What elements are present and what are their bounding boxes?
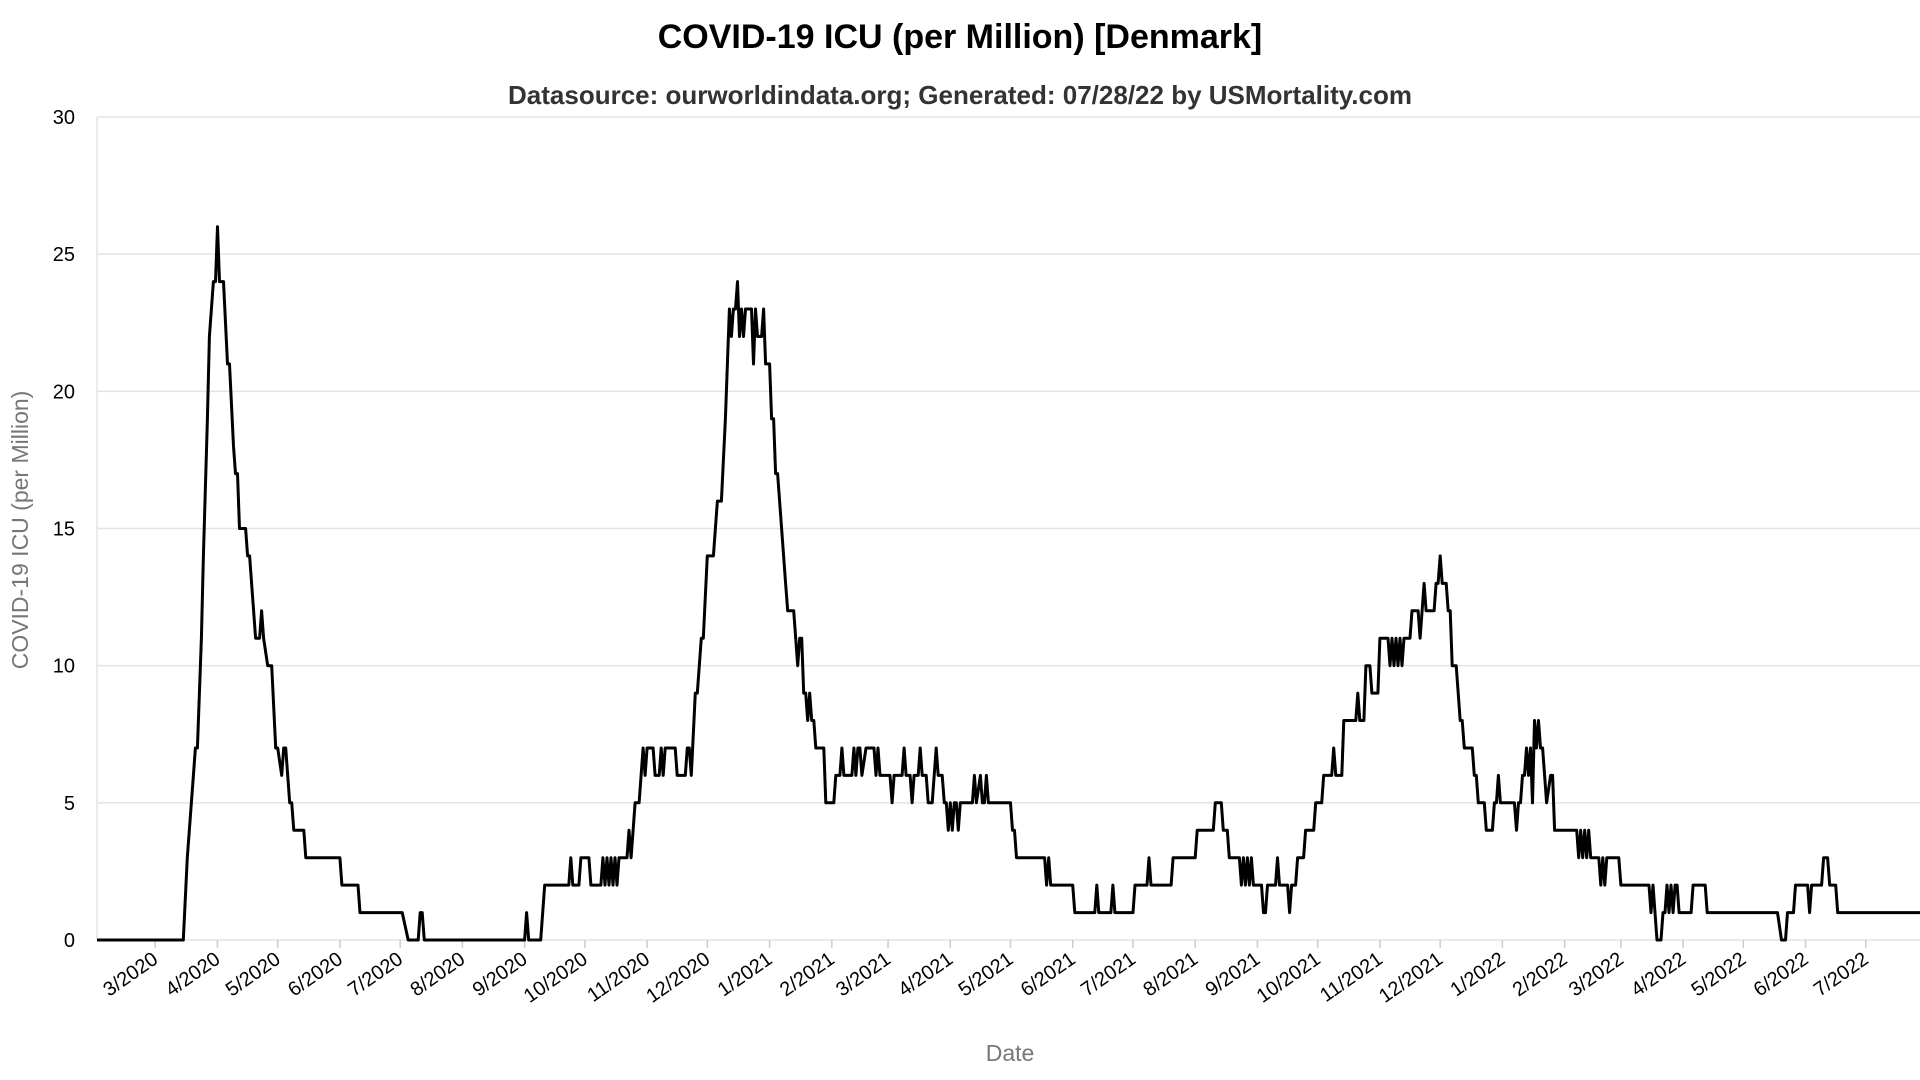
x-tick-label: 12/2021 (1375, 948, 1447, 1007)
x-tick-label: 11/2020 (583, 948, 654, 1007)
x-tick-label: 4/2022 (1627, 948, 1690, 1001)
y-tick-label: 20 (53, 381, 75, 403)
x-tick-label: 5/2022 (1687, 948, 1750, 1001)
x-tick-label: 7/2021 (1077, 948, 1140, 1001)
y-tick-label: 25 (53, 244, 75, 266)
x-tick-label: 2/2022 (1509, 948, 1572, 1001)
chart-subtitle: Datasource: ourworldindata.org; Generate… (508, 80, 1412, 110)
y-axis-ticks: 0 5 10 15 20 25 30 (53, 107, 75, 952)
x-axis-label: Date (986, 1040, 1035, 1066)
x-tick-label: 3/2022 (1565, 948, 1628, 1001)
x-tick-label: 4/2021 (894, 948, 957, 1001)
y-tick-label: 5 (64, 793, 75, 815)
gridlines (96, 116, 1920, 941)
x-tick-label: 5/2020 (222, 948, 285, 1001)
x-tick-label: 1/2021 (714, 948, 777, 1001)
y-tick-label: 15 (53, 519, 75, 541)
x-tick-label: 6/2021 (1017, 948, 1080, 1001)
x-tick-label: 7/2022 (1810, 948, 1873, 1001)
x-tick-label: 8/2020 (407, 948, 470, 1001)
y-tick-label: 0 (64, 930, 75, 952)
x-tick-label: 11/2021 (1316, 948, 1387, 1007)
x-tick-label: 10/2020 (520, 948, 592, 1007)
x-tick-label: 10/2021 (1253, 948, 1325, 1007)
x-tick-label: 3/2020 (99, 948, 162, 1001)
x-tick-label: 12/2020 (642, 948, 714, 1007)
x-tick-label: 5/2021 (955, 948, 1018, 1001)
x-tick-label: 7/2020 (344, 948, 407, 1001)
chart-title: COVID-19 ICU (per Million) [Denmark] (657, 18, 1263, 56)
x-tick-label: 6/2020 (284, 948, 347, 1001)
x-tick-label: 2/2021 (776, 948, 839, 1001)
y-axis-label: COVID-19 ICU (per Million) (7, 391, 33, 670)
y-tick-label: 30 (53, 107, 75, 129)
x-tick-label: 4/2020 (162, 948, 225, 1001)
x-tick-label: 3/2021 (832, 948, 895, 1001)
series-line-icu (97, 225, 1920, 942)
x-tick-label: 1/2022 (1447, 948, 1510, 1001)
x-tick-label: 8/2021 (1139, 948, 1202, 1001)
x-tick-label: 6/2022 (1750, 948, 1813, 1001)
y-tick-label: 10 (53, 656, 75, 678)
